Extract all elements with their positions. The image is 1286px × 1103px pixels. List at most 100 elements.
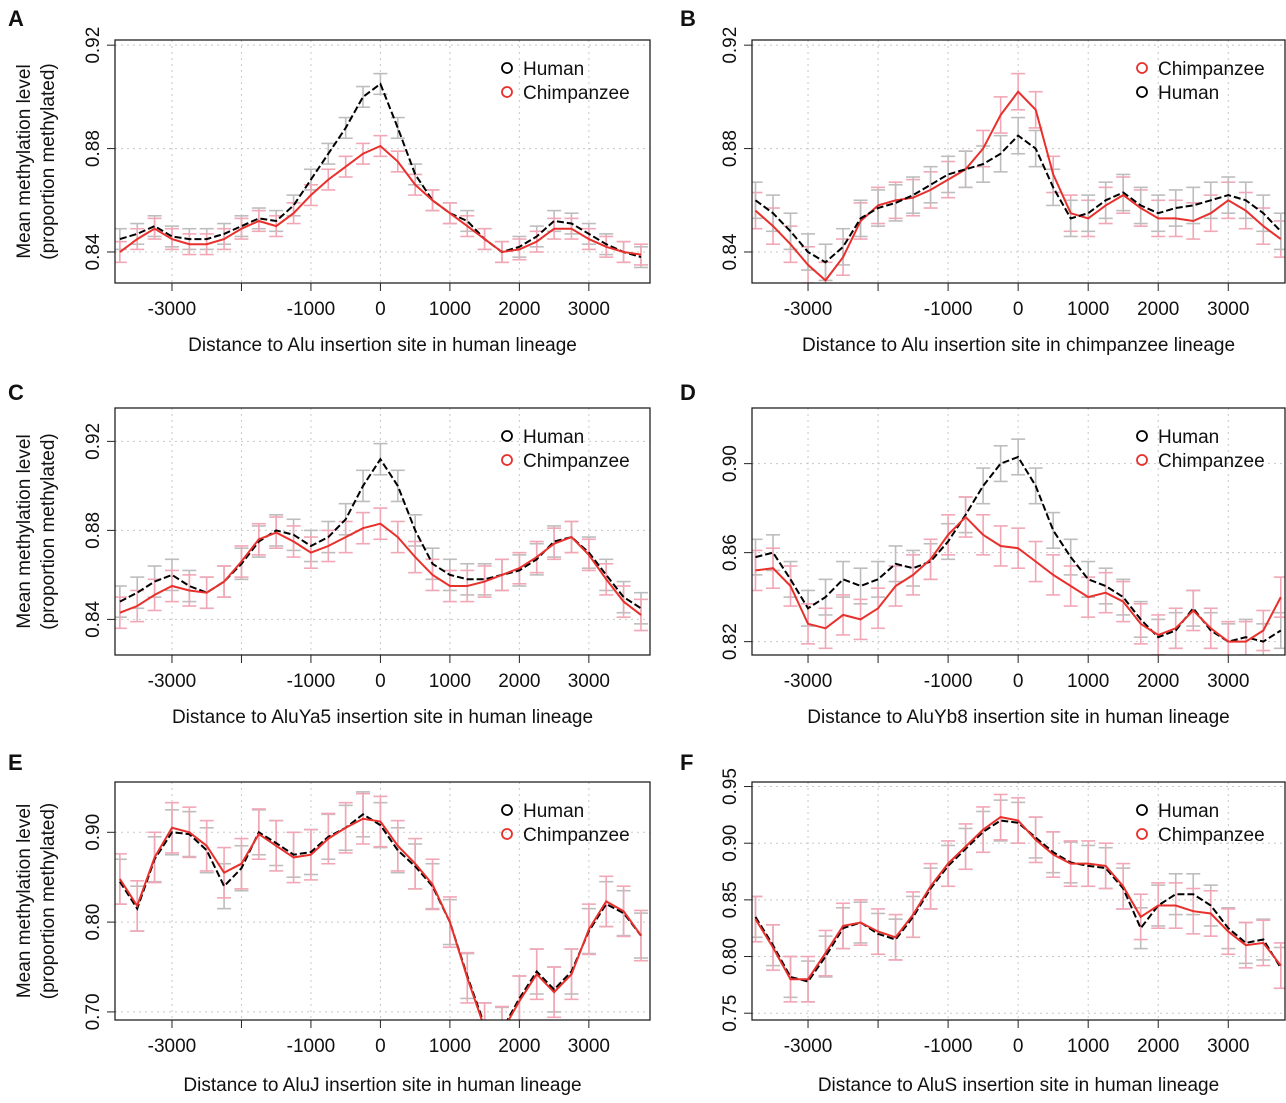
panel-letter: B <box>680 6 696 31</box>
x-axis-label: Distance to AluJ insertion site in human… <box>183 1075 581 1096</box>
legend-marker <box>501 804 513 816</box>
legend-marker <box>1136 804 1148 816</box>
legend-marker <box>1136 62 1148 74</box>
error-bar <box>853 567 868 605</box>
y-axis-label: (proportion methylated) <box>38 63 59 259</box>
error-bar <box>752 181 763 220</box>
x-tick-label: 2000 <box>498 299 540 320</box>
error-bar <box>923 165 938 204</box>
x-tick-label: -1000 <box>287 299 336 320</box>
x-tick-label: -3000 <box>148 671 197 692</box>
y-tick-label: 0.84 <box>720 233 741 270</box>
series-line <box>754 816 1282 981</box>
series-line <box>754 134 1282 264</box>
y-tick-label: 0.92 <box>83 27 104 64</box>
y-tick-label: 0.84 <box>83 233 104 270</box>
x-tick-label: 1000 <box>1067 1036 1109 1057</box>
error-bar <box>888 183 903 222</box>
legend-label: Chimpanzee <box>523 825 630 846</box>
legend-marker <box>1136 86 1148 98</box>
plot-area <box>752 438 1285 655</box>
error-bar <box>390 116 405 140</box>
error-bar <box>976 467 991 505</box>
legend-marker <box>1136 430 1148 442</box>
legend-label: Chimpanzee <box>1158 825 1265 846</box>
series-line <box>119 522 642 616</box>
x-axis-label: Distance to Alu insertion site in chimpa… <box>802 335 1235 356</box>
y-axis-label: (proportion methylated) <box>38 803 59 999</box>
series-line <box>119 144 642 256</box>
legend-marker <box>501 86 513 98</box>
plot-frame <box>114 39 651 284</box>
x-axis-label: Distance to AluYa5 insertion site in hum… <box>172 707 593 728</box>
legend-label: Human <box>523 801 584 822</box>
y-tick-label: 0.82 <box>720 623 741 660</box>
error-bar <box>906 176 921 215</box>
error-bar <box>993 445 1008 483</box>
plot-frame <box>751 407 1286 656</box>
y-tick-label: 0.80 <box>83 904 104 941</box>
series-line <box>119 457 642 610</box>
plot-frame <box>751 781 1286 1021</box>
x-tick-label: 2000 <box>1137 671 1179 692</box>
panel-letter: C <box>8 380 24 405</box>
x-tick-label: 0 <box>375 671 386 692</box>
x-tick-label: 0 <box>1013 1036 1024 1057</box>
series-line <box>754 819 1282 983</box>
legend-label: Chimpanzee <box>523 83 630 104</box>
x-tick-label: 1000 <box>429 299 471 320</box>
panel-letter: F <box>680 750 693 775</box>
x-tick-label: 0 <box>375 1036 386 1057</box>
x-tick-label: 3000 <box>1207 1036 1249 1057</box>
plot-area <box>115 791 648 1020</box>
series-line <box>754 90 1282 282</box>
y-tick-label: 0.88 <box>83 512 104 549</box>
x-tick-label: 0 <box>1013 671 1024 692</box>
x-tick-label: 3000 <box>1207 299 1249 320</box>
x-tick-label: 1000 <box>1067 671 1109 692</box>
series-line <box>119 817 642 1020</box>
series-line <box>755 455 1282 643</box>
y-tick-label: 0.86 <box>720 534 741 571</box>
y-tick-label: 0.95 <box>720 768 741 805</box>
x-tick-label: -3000 <box>148 299 197 320</box>
legend-label: Human <box>523 427 584 448</box>
x-tick-label: -3000 <box>784 299 833 320</box>
error-bar <box>477 1002 492 1020</box>
x-tick-label: 2000 <box>1137 1036 1179 1057</box>
error-bar <box>495 1005 510 1020</box>
x-tick-label: 2000 <box>498 671 540 692</box>
x-tick-label: 0 <box>1013 299 1024 320</box>
panel-letter: A <box>8 6 24 31</box>
x-tick-label: -1000 <box>924 671 973 692</box>
legend-label: Human <box>1158 427 1219 448</box>
y-tick-label: 0.92 <box>720 27 741 64</box>
legend-marker <box>501 62 513 74</box>
legend-label: Human <box>1158 83 1219 104</box>
series-line <box>119 813 642 1020</box>
y-axis-label: Mean methylation level <box>14 434 35 628</box>
x-axis-label: Distance to Alu insertion site in human … <box>188 335 577 356</box>
y-axis-label: (proportion methylated) <box>38 433 59 629</box>
x-tick-label: -1000 <box>924 1036 973 1057</box>
plot-frame <box>114 781 651 1021</box>
y-tick-label: 0.70 <box>83 993 104 1030</box>
series-line <box>119 82 642 259</box>
panel-letter: D <box>680 380 696 405</box>
y-tick-label: 0.75 <box>720 995 741 1032</box>
y-axis-label: Mean methylation level <box>14 64 35 258</box>
error-bar <box>1168 189 1183 227</box>
error-bar <box>1081 194 1096 233</box>
x-tick-label: 1000 <box>429 671 471 692</box>
legend-marker <box>1136 454 1148 466</box>
x-tick-label: -3000 <box>784 671 833 692</box>
x-tick-label: 1000 <box>429 1036 471 1057</box>
error-bar <box>836 560 851 598</box>
x-tick-label: 1000 <box>1067 299 1109 320</box>
x-tick-label: -1000 <box>287 671 336 692</box>
x-tick-label: 3000 <box>568 299 610 320</box>
x-tick-label: 3000 <box>568 671 610 692</box>
plot-frame <box>751 39 1286 284</box>
x-tick-label: -1000 <box>287 1036 336 1057</box>
